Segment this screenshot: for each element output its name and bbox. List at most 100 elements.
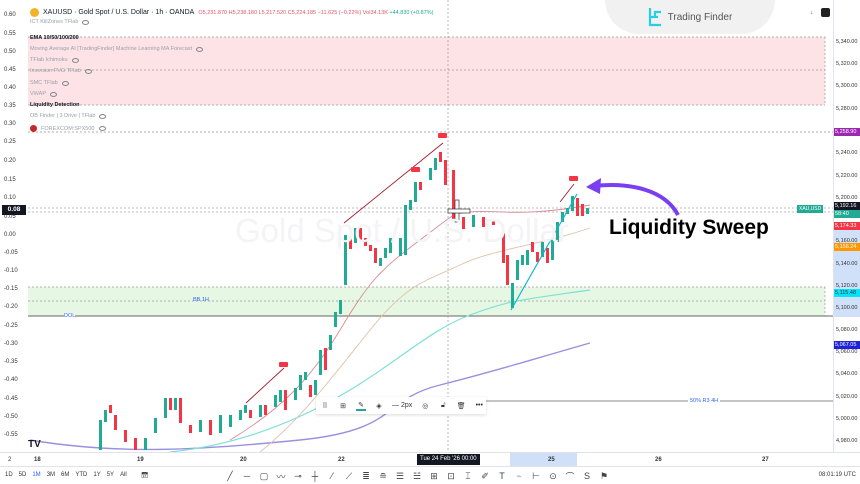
price-range-icon[interactable]: ⌶ — [465, 470, 471, 481]
fill-color-icon[interactable]: ◈ — [376, 402, 382, 410]
horizontal-line-icon[interactable]: ⊸ — [294, 470, 302, 481]
brush-icon[interactable]: ✐ — [481, 470, 489, 481]
dol-label: DOL — [64, 313, 76, 319]
indicator-liquidity-detection[interactable]: Liquidity Detection — [30, 102, 80, 108]
eye-hidden-icon[interactable] — [99, 113, 107, 119]
time-axis[interactable]: 2 18 19 20 22 25 26 27 Tue 24 Feb '26 00… — [0, 452, 860, 466]
goto-date-icon[interactable]: 📅︎ — [140, 473, 149, 479]
delete-icon[interactable]: 🗑︎ — [456, 402, 466, 410]
flag-icon[interactable]: ⚑ — [599, 470, 609, 481]
range-6m[interactable]: 6M — [61, 472, 70, 478]
indicator-killzones[interactable]: ICT KillZones TFlab — [30, 19, 90, 25]
range-1m[interactable]: 1M — [32, 472, 41, 478]
range-3m[interactable]: 3M — [46, 472, 56, 478]
crosshair-cursor-icon — [447, 199, 471, 223]
parallel-channel-icon[interactable]: ≣ — [362, 470, 370, 481]
range-ytd[interactable]: YTD — [75, 472, 88, 478]
regression-icon[interactable]: ≘ — [379, 470, 387, 481]
vertical-line-icon[interactable]: ┼ — [311, 471, 319, 481]
arc-icon[interactable]: ⌒ — [565, 471, 575, 482]
eye-icon[interactable] — [82, 19, 90, 25]
spx-icon — [30, 125, 37, 132]
r3-label: 50% R3 4H — [688, 398, 721, 404]
path-icon[interactable]: 〰 — [276, 471, 286, 482]
tag-ema-red: 5,174.33 — [834, 222, 860, 230]
indicator-smc[interactable]: SMC TFlab — [30, 80, 69, 86]
line-width-button[interactable]: — 2px — [392, 402, 413, 409]
line-color-icon[interactable]: ✎ — [356, 401, 366, 411]
utc-clock[interactable]: 08:01:19 UTC — [818, 472, 856, 478]
pattern-icon[interactable]: ⌁ — [516, 470, 522, 481]
visibility-icon[interactable]: ◎ — [422, 402, 429, 410]
fib-grid-icon[interactable]: ⊡ — [447, 470, 455, 481]
gann-box-icon[interactable]: ⊞ — [430, 470, 438, 481]
time-cursor-label: Tue 24 Feb '26 00:00 — [417, 454, 480, 465]
indicator-spx500[interactable]: FOREXCOM:SPX500 — [30, 125, 106, 132]
left-price-scale[interactable]: 0.60 0.55 0.50 0.45 0.40 0.35 0.30 0.25 … — [0, 0, 28, 452]
curve-icon[interactable]: S — [583, 471, 590, 481]
symbol-title[interactable]: XAUUSD · Gold Spot / U.S. Dollar · 1h · … — [43, 9, 195, 16]
indicator-ifvg[interactable]: Inversion FVG TFlab — [30, 68, 92, 74]
eye-hidden-icon[interactable] — [84, 68, 92, 74]
ray-icon[interactable]: ⁄ — [331, 471, 333, 481]
rectangle-icon[interactable]: ▢ — [259, 470, 269, 481]
tag-ema-blue: 5,067.05 — [834, 341, 860, 349]
eye-hidden-icon[interactable] — [98, 126, 106, 131]
text-icon[interactable]: T — [499, 471, 505, 481]
range-1y[interactable]: 1Y — [93, 472, 101, 478]
svg-text:TV: TV — [28, 439, 41, 450]
extended-line-icon[interactable]: ⟋ — [345, 470, 353, 481]
range-5d[interactable]: 5D — [18, 472, 27, 478]
eye-hidden-icon[interactable] — [196, 46, 204, 52]
range-1d[interactable]: 1D — [5, 472, 13, 478]
left-current-value: 0.08 — [2, 205, 26, 215]
drag-handle-icon[interactable]: ⠿ — [322, 402, 328, 410]
tag-ema-cyan: 5,115.48 — [834, 289, 860, 297]
download-arrow-icon[interactable]: ↓ — [810, 10, 813, 16]
tag-ema-orange: 5,156.24 — [834, 243, 860, 251]
bb-1h-label: BB 1H — [193, 297, 209, 303]
tag-high: 5,258.90 — [834, 128, 860, 136]
drawing-toolbar[interactable]: ⠿ ⊞ ✎ ◈ — 2px ◎ 🔓︎ 🗑︎ ••• — [316, 397, 486, 414]
ohlc-values: O5,231.870 H5,238.180 L5,217.520 C5,224.… — [198, 9, 434, 16]
indicator-ichimoku[interactable]: TFlab Ichimoku — [30, 57, 79, 63]
range-highlight — [834, 222, 860, 317]
circle-icon[interactable]: ⊙ — [549, 470, 557, 481]
trading-finder-logo: Trading Finder — [605, 0, 775, 34]
horizontal-ray-icon[interactable]: ─ — [243, 471, 251, 481]
bottom-toolbar: 1D 5D 1M 3M 6M YTD 1Y 5Y All 📅︎ ╱ ─ ▢ 〰 … — [0, 466, 860, 484]
symbol-header[interactable]: XAUUSD · Gold Spot / U.S. Dollar · 1h · … — [30, 8, 433, 17]
indicator-ob-finder[interactable]: OB Finder | 3 Drive | TFlab — [30, 113, 107, 119]
date-range-icon[interactable]: ⊢ — [532, 470, 540, 481]
tf-logo-icon — [648, 8, 661, 27]
price-chart[interactable]: TV — [0, 0, 860, 452]
range-all[interactable]: All — [120, 472, 127, 478]
lock-icon[interactable]: 🔓︎ — [440, 401, 446, 409]
right-price-scale[interactable]: 5,340.00 5,320.00 5,300.00 5,280.00 5,24… — [833, 0, 860, 452]
fib-retracement-icon[interactable]: ☰ — [395, 470, 405, 481]
fib-extension-icon[interactable]: ☱ — [412, 470, 422, 481]
liquidity-sweep-label: Liquidity Sweep — [609, 216, 769, 239]
tag-countdown: 58:40 — [834, 210, 860, 218]
eye-hidden-icon[interactable] — [61, 80, 69, 86]
tag-current-price: 5,192.16 — [834, 202, 860, 210]
layout-button[interactable] — [821, 8, 830, 17]
demand-zone — [28, 287, 825, 316]
eye-hidden-icon[interactable] — [50, 91, 57, 97]
range-selector[interactable]: 1D 5D 1M 3M 6M YTD 1Y 5Y All 📅︎ — [5, 472, 148, 479]
range-5y[interactable]: 5Y — [106, 472, 115, 478]
indicator-vwap[interactable]: VWAP — [30, 91, 57, 97]
trend-line-icon[interactable]: ╱ — [227, 470, 233, 481]
eye-hidden-icon[interactable] — [71, 57, 79, 63]
indicator-ma-ai[interactable]: Moving Average AI [TradingFinder] Machin… — [30, 46, 204, 52]
supply-zone — [28, 37, 825, 105]
more-icon[interactable]: ••• — [475, 402, 483, 409]
xau-label: XAU,USD — [797, 205, 824, 213]
gold-coin-icon — [30, 8, 39, 17]
drawing-tools: ╱ ─ ▢ 〰 ⊸ ┼ ⁄ ⟋ ≣ ≘ ☰ ☱ ⊞ ⊡ ⌶ ✐ T ⌁ ⊢ ⊙ … — [225, 468, 609, 484]
template-icon[interactable]: ⊞ — [340, 402, 346, 410]
indicator-ema[interactable]: EMA 10/50/100/200 — [30, 35, 79, 41]
candles — [99, 152, 589, 450]
time-range-highlight — [510, 453, 577, 466]
